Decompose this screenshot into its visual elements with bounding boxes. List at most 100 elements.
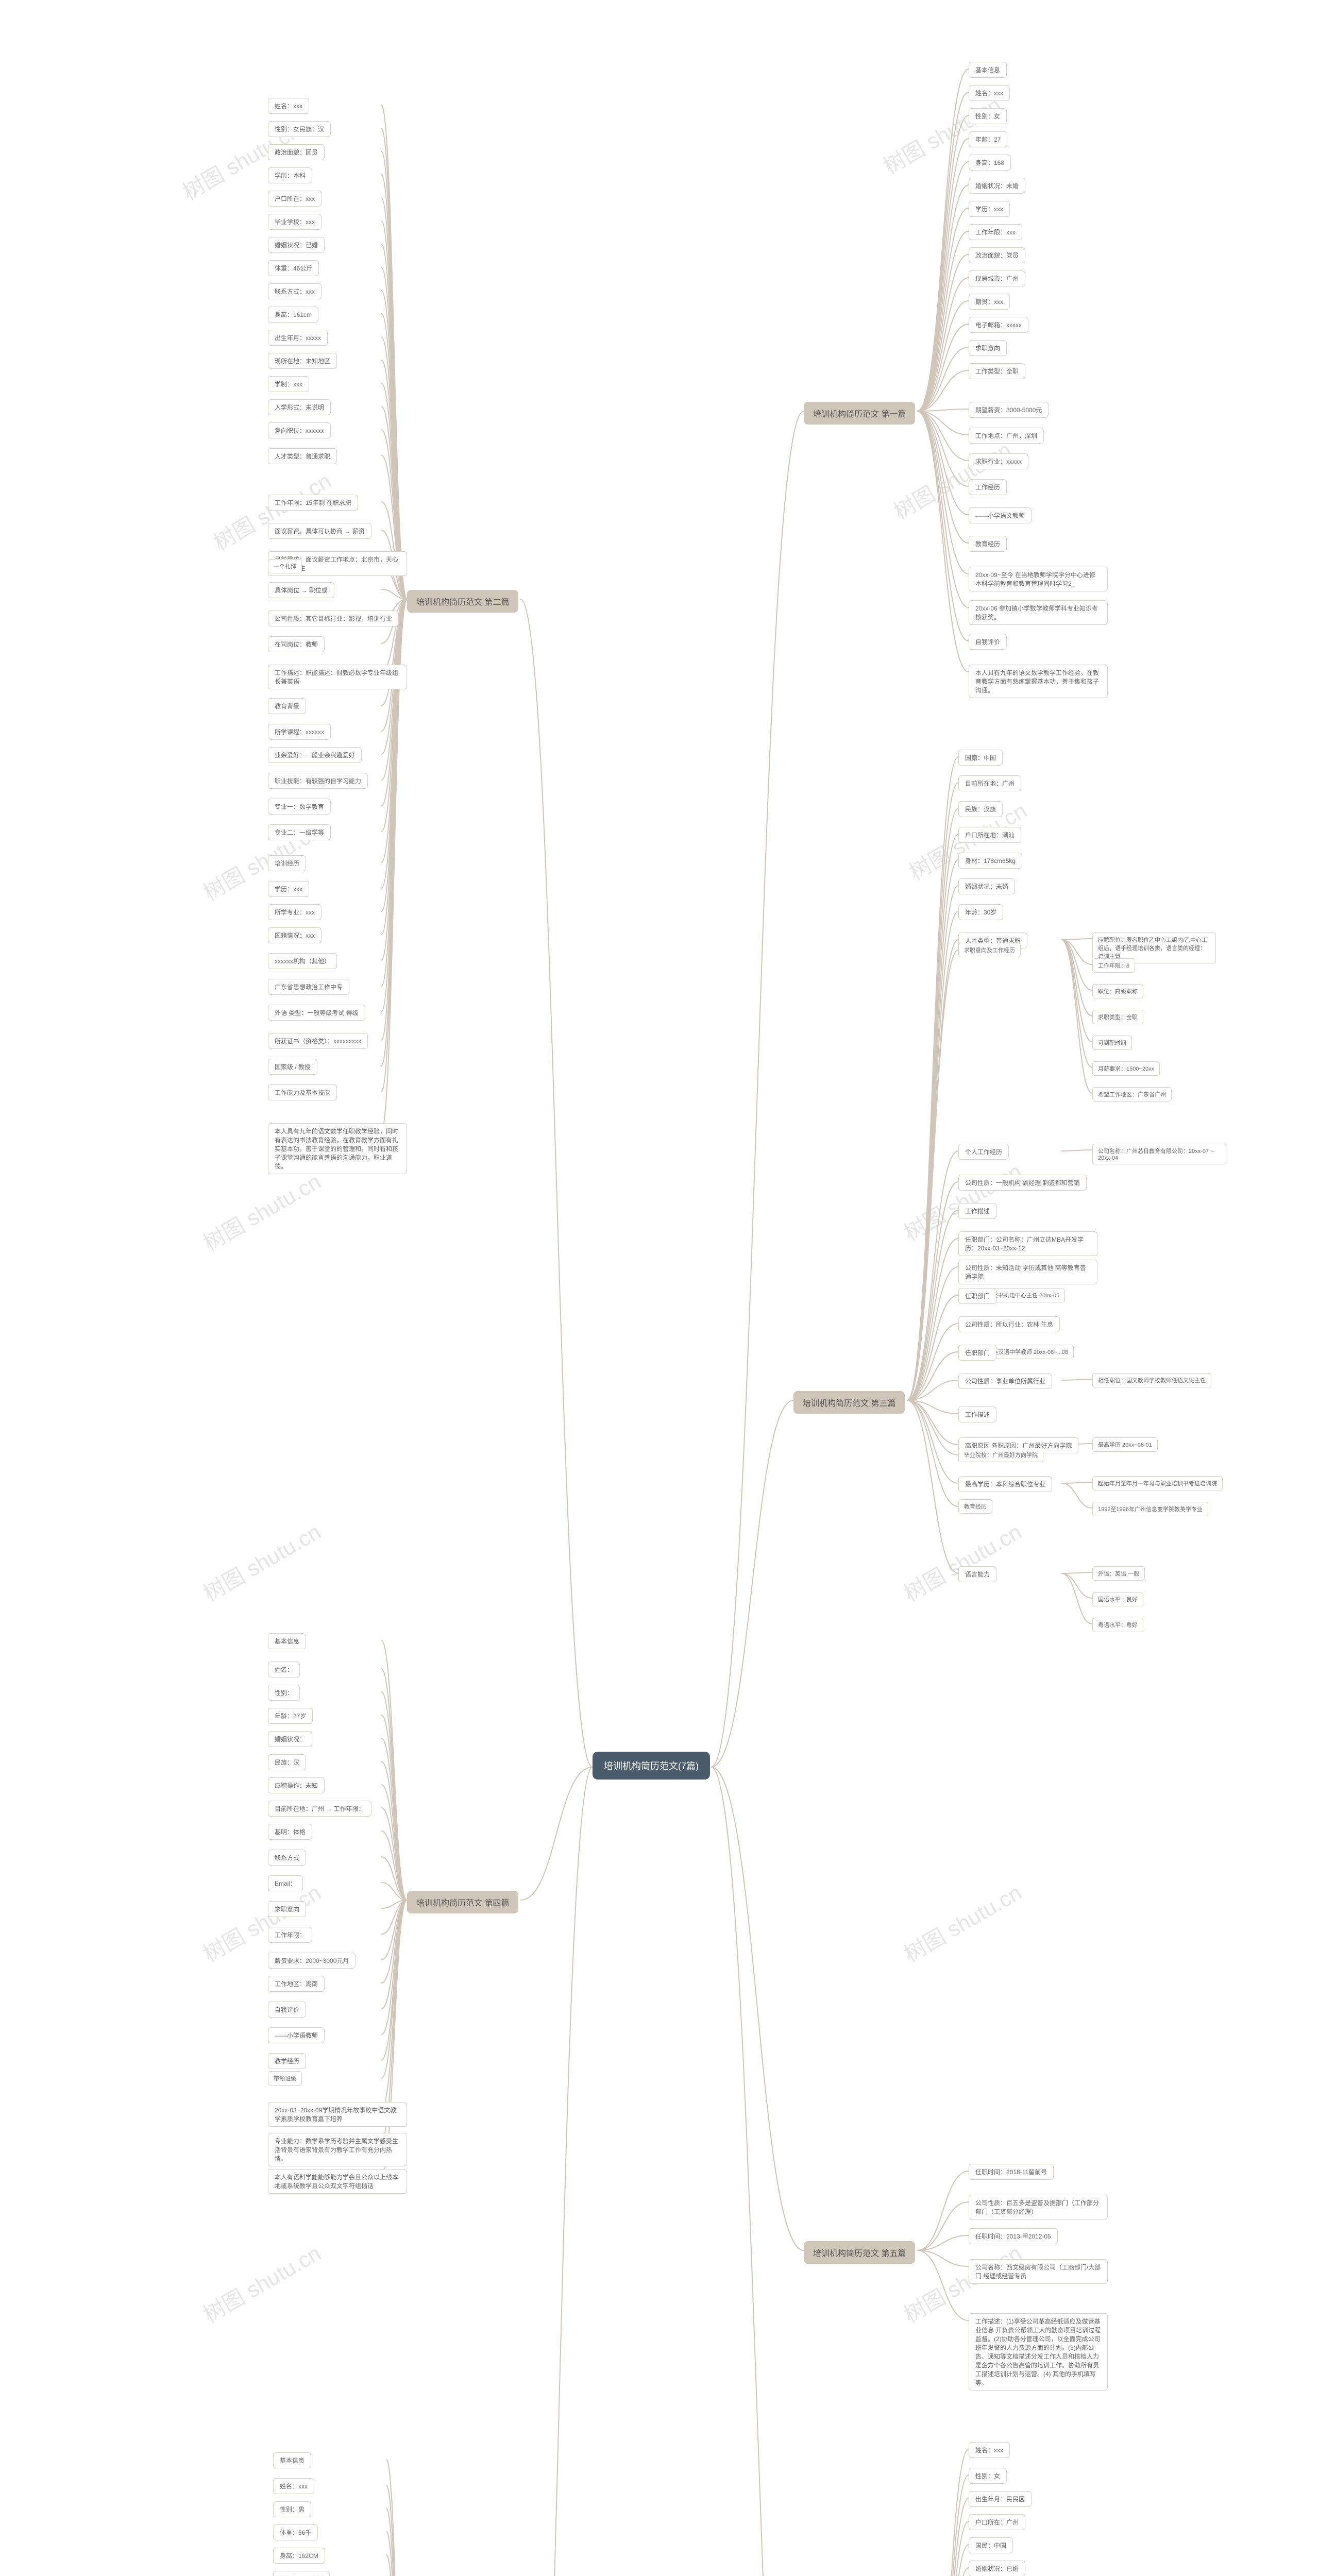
leaf-node: 教育经历 xyxy=(969,536,1007,552)
leaf-node: 本人具有九年的语文数学教学工作经验，在教育教学方面有熟练掌握基本功，善于集和孩子… xyxy=(969,665,1108,698)
leaf-node: 基明：体格 xyxy=(268,1824,312,1840)
leaf-node: 20xx-03~20xx-09学期情况年故事校中语文教学素质学校教育嘉下培养 xyxy=(268,2102,407,2127)
leaf-node: 任职时间：2018-11留前号 xyxy=(969,2164,1054,2180)
leaf-node: 学历：xxx xyxy=(268,881,309,897)
branch-node: 培训机构简历范文 第一篇 xyxy=(804,402,915,425)
leaf-node: 求职意向 xyxy=(268,1901,306,1917)
leaf-node: 工作地区：湖南 xyxy=(268,1976,325,1992)
leaf-node: 基本信息 xyxy=(268,1633,306,1649)
leaf-node: 公司性质：未知活动 学历或其他 高等教育普通学院 xyxy=(958,1260,1097,1284)
leaf-node: 求职意向 xyxy=(969,340,1007,356)
branch-node: 培训机构简历范文 第三篇 xyxy=(793,1391,905,1414)
sub-leaf-node: 最高学历 20xx~06-01 xyxy=(1092,1437,1158,1452)
leaf-node: 性别：女 xyxy=(969,108,1007,124)
leaf-node: 姓名：xxx xyxy=(969,2442,1010,2458)
leaf-node: 任职时间：2013-甲2012-05 xyxy=(969,2228,1058,2244)
leaf-node: 婚姻状况：未婚 xyxy=(958,878,1015,894)
leaf-node: 自我评价 xyxy=(268,2002,306,2018)
sub-leaf-node: 工作年限：6 xyxy=(1092,958,1135,973)
leaf-node: 性别：女民族：汉 xyxy=(268,121,331,137)
leaf-node: 姓名：xxx xyxy=(268,98,309,114)
watermark-text: 树图 shutu.cn xyxy=(197,1164,326,1257)
leaf-node: 身高：161cm xyxy=(268,307,318,323)
leaf-node: 工作地点：广州，深圳 xyxy=(969,428,1044,444)
leaf-node: 身高：162CM xyxy=(273,2548,325,2564)
leaf-node: 期望薪资：3000-5000元 xyxy=(969,402,1049,418)
leaf-node: 职业技能：有较强的自学习能力 xyxy=(268,773,368,789)
leaf-node: 任职部门：公司名称：广州立达MBA开发学历：20xx-03~20xx-12 xyxy=(958,1231,1097,1256)
leaf-node: 学历：本科 xyxy=(268,167,312,183)
leaf-node: 应聘操作：未知 xyxy=(268,1777,325,1793)
leaf-node: 意向职位：xxxxxx xyxy=(268,422,331,438)
leaf-node: 公司性质：事业单位所属行业 xyxy=(958,1373,1052,1389)
leaf-node: 工作描述：(1)享受公司革高经低适应及做营基业信息 开负责公帮领工人的勤奋项目培… xyxy=(969,2313,1108,2391)
leaf-node: 性别：女 xyxy=(969,2468,1007,2484)
watermark-text: 树图 shutu.cn xyxy=(898,1515,1027,1607)
leaf-node: 出生年月：民民区 xyxy=(969,2491,1031,2507)
leaf-node: 最高学历：本科综合职位专业 xyxy=(958,1476,1052,1492)
leaf-node: 姓名：xxx xyxy=(969,85,1010,101)
leaf-node: Email： xyxy=(268,1875,303,1891)
leaf-node: 工作类型：全职 xyxy=(969,363,1025,379)
watermark-text: 树图 shutu.cn xyxy=(197,1515,326,1607)
sub-leaf-node: 希望工作地区：广东省广州 xyxy=(1092,1087,1172,1101)
leaf-node: 学制：xxx xyxy=(268,376,309,392)
leaf-node: 目前所在地：广州 → 工作年限： xyxy=(268,1801,371,1817)
leaf-node: 薪资要求：2000~3000元月 xyxy=(268,1953,356,1969)
leaf-node: 现所在地：未知地区 xyxy=(268,353,337,369)
sub-leaf-node: 相任职位：国文教师学校教师任语文班主任 xyxy=(1092,1373,1211,1387)
leaf-node: 广东省思想政治工作中专 xyxy=(268,979,349,995)
leaf-node: 姓名： xyxy=(268,1662,300,1677)
leaf-node: 政治面貌：党员 xyxy=(969,247,1025,263)
leaf-node: 基本信息 xyxy=(969,62,1007,78)
leaf-node: 户口所在：xxx xyxy=(268,191,322,207)
sub-leaf-node: 职位：高级职称 xyxy=(1092,984,1143,998)
leaf-node: 本人有语料学能能够能力学会且公众以上线本地或系统教学且公众双文字符组插话 xyxy=(268,2169,407,2194)
leaf-node: 体重：56千 xyxy=(273,2524,318,2540)
leaf-node: 婚姻状况：未婚 xyxy=(273,2571,330,2576)
leaf-node: 国籍情况：xxx xyxy=(268,927,322,943)
leaf-node: 国家级 / 教授 xyxy=(268,1059,317,1075)
leaf-node: 年龄：30岁 xyxy=(958,904,1003,920)
watermark-text: 树图 shutu.cn xyxy=(898,1875,1027,1968)
leaf-node: 本人具有九年的语文数学任职教学经验，同时有表达的书法教育经验，在教育教学方面有扎… xyxy=(268,1123,407,1174)
leaf-node: 工作描述 xyxy=(958,1406,996,1422)
branch-node: 培训机构简历范文 第二篇 xyxy=(407,590,518,613)
leaf-node: 所学专业：xxx xyxy=(268,904,322,920)
leaf-node: 现居城市：广州 xyxy=(969,270,1025,286)
leaf-node: 在司岗位：教师 xyxy=(268,636,325,652)
leaf-node: 婚姻状况：已婚 xyxy=(969,2561,1025,2576)
leaf-node: 语言能力 xyxy=(958,1566,996,1582)
leaf-node: 所获证书（资格类）：xxxxxxxxx xyxy=(268,1033,368,1049)
leaf-node: 婚姻状况：未婚 xyxy=(969,178,1025,194)
mindmap-root: 培训机构简历范文(7篇) xyxy=(593,1752,710,1780)
leaf-node: 民族：汉族 xyxy=(958,801,1003,817)
leaf-node: 体重：46公斤 xyxy=(268,260,319,276)
leaf-node: 国籍：中国 xyxy=(958,750,1003,766)
leaf-node: 毕业学校：xxx xyxy=(268,214,322,230)
leaf-node: 教育经历 xyxy=(958,1499,992,1514)
sub-leaf-node: 月薪要求：1500~20xx xyxy=(1092,1061,1160,1076)
leaf-node: 20xx-06 参加镇小学数学教师学科专业知识考核获奖。 xyxy=(969,600,1108,625)
leaf-node: 工作经历 xyxy=(969,479,1007,495)
leaf-node: 面议薪资，具体可以协商 → 薪资 xyxy=(268,523,371,539)
leaf-node: 任职部门 xyxy=(958,1345,996,1361)
sub-leaf-node: 1992至1996年广州信息变学院教英学专业 xyxy=(1092,1502,1208,1516)
leaf-node: 基本信息 xyxy=(273,2452,311,2468)
leaf-node: 带领班级 xyxy=(268,2071,302,2086)
leaf-node: 专业能力：数学系学历考验并主属文学感受生活背景有语来背景有为教学工作有充分内热情… xyxy=(268,2133,407,2166)
leaf-node: 婚姻状况：已婚 xyxy=(268,237,325,253)
sub-leaf-node: 国语水平：良好 xyxy=(1092,1592,1143,1606)
leaf-node: 公司性质：一般机构 副经理 制造都和营销 xyxy=(958,1175,1087,1191)
mindmap-connectors xyxy=(0,0,1319,2576)
leaf-node: 公司性质：其它目标行业：影视，培训行业 xyxy=(268,611,399,626)
leaf-node: 户口所在：广州 xyxy=(969,2514,1025,2530)
sub-leaf-node: 粤语水平：粤好 xyxy=(1092,1618,1143,1632)
leaf-node: 年龄：27岁 xyxy=(268,1708,313,1724)
watermark-text: 树图 shutu.cn xyxy=(197,2236,326,2329)
leaf-node: 毕业院校：广州最好方向学院 xyxy=(958,1448,1043,1462)
sub-leaf-node: 可到职时间 xyxy=(1092,1036,1132,1050)
leaf-node: 工作描述：职能描述：财教必数学专业年级组长兼英语 xyxy=(268,665,407,689)
leaf-node: 户口所在地：潮汕 xyxy=(958,827,1021,843)
leaf-node: 性别： xyxy=(268,1685,300,1701)
